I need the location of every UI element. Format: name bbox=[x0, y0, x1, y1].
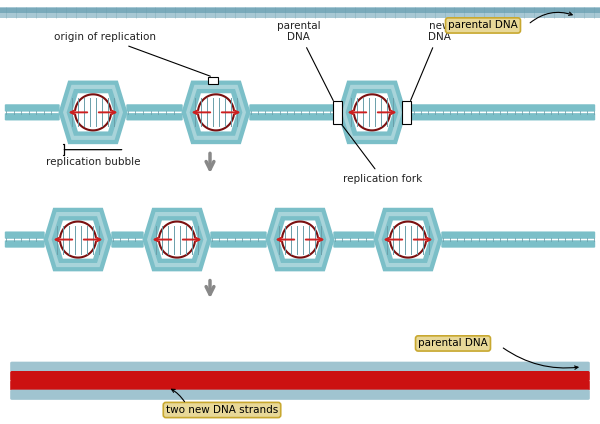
Polygon shape bbox=[52, 216, 104, 263]
FancyBboxPatch shape bbox=[5, 232, 45, 239]
FancyBboxPatch shape bbox=[208, 77, 218, 84]
FancyBboxPatch shape bbox=[334, 232, 375, 239]
FancyBboxPatch shape bbox=[127, 104, 182, 112]
Text: two new DNA strands: two new DNA strands bbox=[166, 405, 278, 415]
FancyBboxPatch shape bbox=[250, 104, 338, 112]
FancyBboxPatch shape bbox=[210, 232, 266, 239]
FancyBboxPatch shape bbox=[10, 390, 590, 400]
Polygon shape bbox=[186, 85, 246, 140]
Polygon shape bbox=[190, 89, 242, 136]
FancyBboxPatch shape bbox=[442, 240, 595, 248]
Polygon shape bbox=[147, 212, 207, 267]
Polygon shape bbox=[382, 216, 434, 263]
Polygon shape bbox=[346, 89, 398, 136]
FancyBboxPatch shape bbox=[10, 362, 590, 372]
Text: replication bubble: replication bubble bbox=[46, 157, 140, 167]
Polygon shape bbox=[387, 220, 429, 259]
FancyBboxPatch shape bbox=[5, 104, 60, 112]
Text: parental
DNA: parental DNA bbox=[277, 21, 333, 100]
FancyBboxPatch shape bbox=[210, 240, 266, 248]
Polygon shape bbox=[337, 81, 407, 144]
Text: replication fork: replication fork bbox=[342, 125, 422, 184]
FancyBboxPatch shape bbox=[0, 7, 600, 18]
FancyBboxPatch shape bbox=[5, 240, 45, 248]
Polygon shape bbox=[265, 208, 335, 271]
FancyBboxPatch shape bbox=[0, 8, 600, 13]
Polygon shape bbox=[44, 208, 113, 271]
FancyBboxPatch shape bbox=[406, 104, 595, 112]
FancyBboxPatch shape bbox=[442, 232, 595, 239]
Polygon shape bbox=[351, 93, 393, 131]
Polygon shape bbox=[195, 93, 237, 131]
Text: parental DNA: parental DNA bbox=[448, 20, 518, 31]
Polygon shape bbox=[59, 81, 128, 144]
FancyBboxPatch shape bbox=[10, 380, 590, 391]
Text: new
DNA: new DNA bbox=[410, 21, 451, 100]
Polygon shape bbox=[143, 208, 212, 271]
Polygon shape bbox=[182, 81, 251, 144]
Polygon shape bbox=[48, 212, 108, 267]
FancyBboxPatch shape bbox=[250, 113, 338, 120]
Polygon shape bbox=[57, 220, 99, 259]
FancyBboxPatch shape bbox=[334, 240, 375, 248]
FancyBboxPatch shape bbox=[5, 113, 60, 120]
Polygon shape bbox=[342, 85, 402, 140]
Polygon shape bbox=[63, 85, 123, 140]
Text: parental DNA: parental DNA bbox=[418, 338, 488, 349]
Text: origin of replication: origin of replication bbox=[54, 32, 211, 76]
Polygon shape bbox=[378, 212, 438, 267]
Polygon shape bbox=[270, 212, 330, 267]
FancyBboxPatch shape bbox=[406, 113, 595, 120]
Polygon shape bbox=[374, 208, 443, 271]
Polygon shape bbox=[151, 216, 203, 263]
Polygon shape bbox=[67, 89, 119, 136]
FancyBboxPatch shape bbox=[402, 101, 412, 124]
Polygon shape bbox=[274, 216, 326, 263]
FancyBboxPatch shape bbox=[10, 371, 590, 381]
FancyBboxPatch shape bbox=[112, 240, 144, 248]
Polygon shape bbox=[72, 93, 114, 131]
FancyBboxPatch shape bbox=[127, 113, 182, 120]
FancyBboxPatch shape bbox=[332, 101, 342, 124]
Polygon shape bbox=[156, 220, 198, 259]
Polygon shape bbox=[279, 220, 321, 259]
FancyBboxPatch shape bbox=[112, 232, 144, 239]
